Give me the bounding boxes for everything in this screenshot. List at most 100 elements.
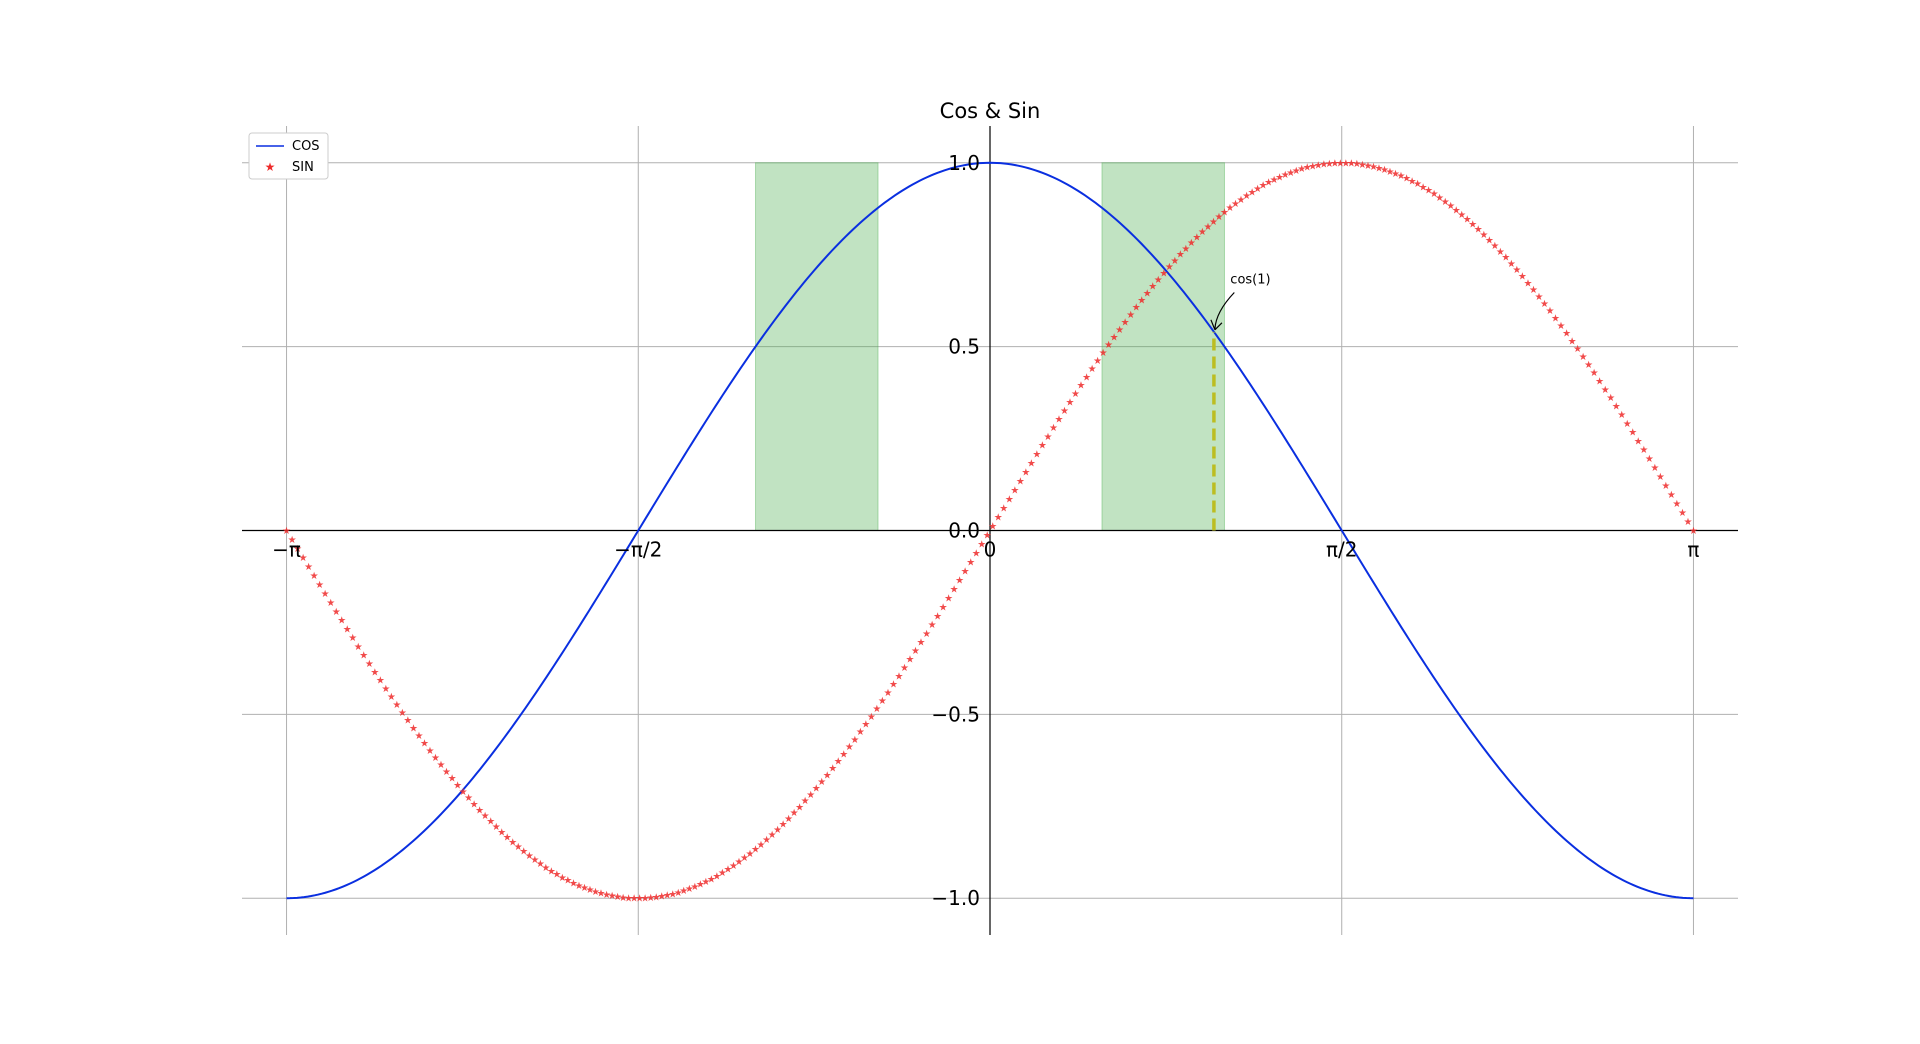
sin-star-marker: ★ [966, 558, 975, 569]
sin-star-marker: ★ [1446, 201, 1455, 212]
sin-star-marker: ★ [541, 863, 550, 874]
annotations: cos(1) [1210, 272, 1271, 331]
annotation-text: cos(1) [1230, 272, 1270, 287]
sin-star-marker: ★ [1402, 174, 1411, 185]
sin-star-marker: ★ [1110, 332, 1119, 343]
sin-star-marker: ★ [288, 535, 297, 546]
sin-star-marker: ★ [552, 870, 561, 881]
sin-star-marker: ★ [1303, 163, 1312, 174]
sin-star-marker: ★ [1523, 278, 1532, 289]
sin-star-marker: ★ [977, 540, 986, 551]
legend[interactable]: COS ★ SIN [248, 132, 329, 180]
sin-star-marker: ★ [492, 822, 501, 833]
sin-star-marker: ★ [359, 650, 368, 661]
sin-star-marker: ★ [922, 629, 931, 640]
sin-star-marker: ★ [1479, 230, 1488, 241]
sin-star-marker: ★ [1352, 159, 1361, 170]
sin-star-marker: ★ [547, 866, 556, 877]
sin-star-marker: ★ [1027, 458, 1036, 469]
sin-star-marker: ★ [900, 663, 909, 674]
sin-star-marker: ★ [972, 549, 981, 560]
sin-star-marker: ★ [619, 893, 628, 904]
sin-star-marker: ★ [558, 873, 567, 884]
sin-star-marker: ★ [944, 594, 953, 605]
series-line-cos [286, 161, 1694, 900]
sin-star-marker: ★ [1546, 306, 1555, 317]
legend-box [248, 132, 329, 180]
sin-star-marker: ★ [1650, 463, 1659, 474]
sin-star-marker: ★ [569, 878, 578, 889]
sin-star-marker: ★ [1595, 376, 1604, 387]
sin-star-marker: ★ [867, 712, 876, 723]
sin-star-marker: ★ [872, 704, 881, 715]
sin-star-marker: ★ [657, 892, 666, 903]
legend-cos-label: COS [292, 139, 320, 154]
sin-star-marker: ★ [1408, 176, 1417, 187]
sin-star-marker: ★ [1088, 364, 1097, 375]
sin-star-marker: ★ [1656, 472, 1665, 483]
sin-star-marker: ★ [751, 844, 760, 855]
sin-star-marker: ★ [343, 624, 352, 635]
sin-star-marker: ★ [1143, 288, 1152, 299]
sin-star-marker: ★ [740, 853, 749, 864]
sin-star-marker: ★ [1270, 175, 1279, 186]
sin-star-marker: ★ [1485, 235, 1494, 246]
sin-star-marker: ★ [1606, 393, 1615, 404]
sin-star-marker: ★ [1413, 179, 1422, 190]
x-tick-label: −π [272, 538, 301, 562]
sin-star-marker: ★ [718, 868, 727, 879]
sin-star-marker: ★ [1137, 295, 1146, 306]
sin-star-marker: ★ [663, 891, 672, 902]
sin-star-marker: ★ [332, 607, 341, 618]
sin-star-marker: ★ [442, 767, 451, 778]
x-tick-label: π/2 [1326, 538, 1358, 562]
sin-star-marker: ★ [1419, 182, 1428, 193]
sin-star-marker: ★ [315, 580, 324, 591]
sin-star-marker: ★ [470, 799, 479, 810]
sin-star-marker: ★ [1275, 172, 1284, 183]
sin-star-marker: ★ [690, 882, 699, 893]
sin-star-marker: ★ [757, 840, 766, 851]
sin-star-marker: ★ [1490, 241, 1499, 252]
sin-star-marker: ★ [1430, 189, 1439, 200]
sin-star-marker: ★ [464, 793, 473, 804]
sin-star-marker: ★ [1639, 445, 1648, 456]
sin-star-marker: ★ [906, 655, 915, 666]
sin-star-marker: ★ [1132, 303, 1141, 314]
sin-star-marker: ★ [668, 889, 677, 900]
sin-star-marker: ★ [1071, 389, 1080, 400]
sin-star-marker: ★ [293, 544, 302, 555]
sin-star-marker: ★ [1010, 485, 1019, 496]
sin-star-marker: ★ [414, 731, 423, 742]
sin-star-marker: ★ [1336, 158, 1345, 169]
sin-star-marker: ★ [1397, 171, 1406, 182]
sin-star-marker: ★ [883, 688, 892, 699]
sin-star-marker: ★ [1562, 329, 1571, 340]
sin-star-marker: ★ [1452, 205, 1461, 216]
sin-star-marker: ★ [1512, 265, 1521, 276]
sin-star-marker: ★ [481, 811, 490, 822]
sin-star-marker: ★ [370, 667, 379, 678]
sin-star-marker: ★ [1060, 406, 1069, 417]
sin-star-marker: ★ [1667, 490, 1676, 501]
legend-sin-label: SIN [292, 160, 314, 175]
sin-star-marker: ★ [768, 830, 777, 841]
sin-star-marker: ★ [994, 512, 1003, 523]
sin-star-marker: ★ [376, 676, 385, 687]
sin-star-marker: ★ [1584, 360, 1593, 371]
sin-star-marker: ★ [1678, 508, 1687, 519]
sin-star-marker: ★ [828, 764, 837, 775]
sin-star-marker: ★ [486, 817, 495, 828]
y-tick-label: 0.5 [948, 335, 980, 359]
sin-star-marker: ★ [1386, 167, 1395, 178]
sin-star-marker: ★ [1568, 336, 1577, 347]
sin-star-marker: ★ [1038, 441, 1047, 452]
sin-star-marker: ★ [563, 876, 572, 887]
sin-star-marker: ★ [1457, 210, 1466, 221]
tick-labels: −π −π/2 0 π/2 π −1.0 −0.5 0.0 0.5 1.0 [272, 151, 1699, 910]
sin-star-marker: ★ [1286, 168, 1295, 179]
sin-star-marker: ★ [1005, 494, 1014, 505]
sin-star-marker: ★ [1104, 340, 1113, 351]
sin-star-marker: ★ [591, 887, 600, 898]
